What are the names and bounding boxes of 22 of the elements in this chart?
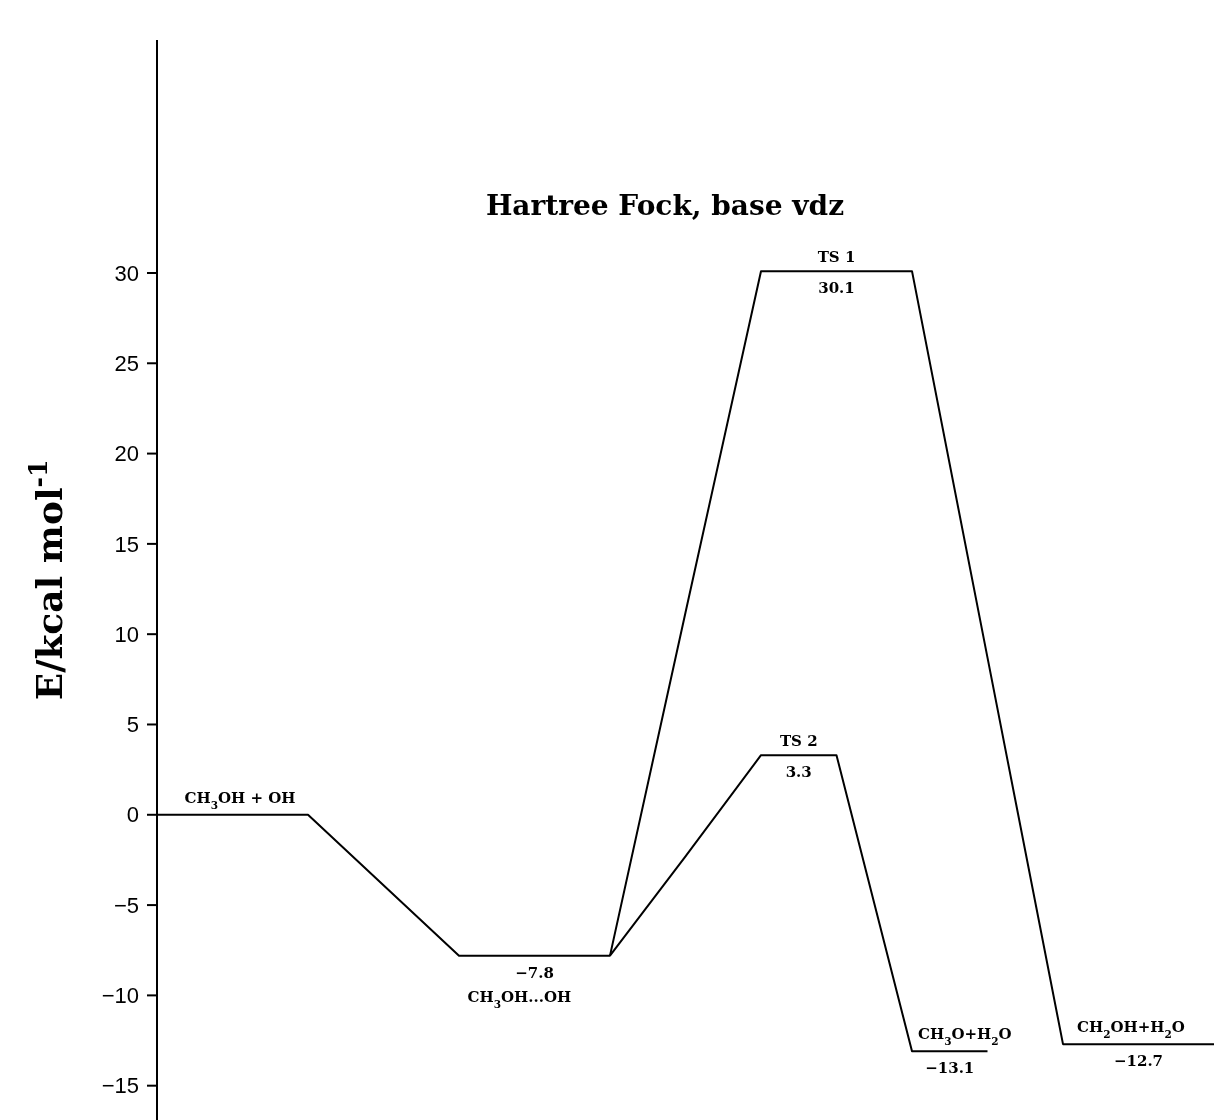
y-tick-label: 10 <box>114 621 139 647</box>
data-label: −13.1 <box>925 1059 975 1078</box>
text: Hartree Fock, base vdz <box>485 189 845 222</box>
y-tick-label: −10 <box>101 983 139 1009</box>
y-tick-label: 30 <box>114 260 139 286</box>
y-tick-label: 15 <box>114 531 139 557</box>
annotation: CH$_{3}$OH...OH <box>467 987 572 1010</box>
y-tick-label: −5 <box>113 892 139 918</box>
annotation: TS 1 <box>817 248 856 267</box>
y-tick-label: 5 <box>126 712 139 738</box>
y-tick-label: −15 <box>101 1073 139 1099</box>
annotation: CH$_{2}$OH+H$_{2}$O <box>1077 1018 1185 1041</box>
annotation: CH$_{3}$OH + OH <box>184 788 296 811</box>
y-tick-label: 25 <box>114 350 139 376</box>
data-label: −12.7 <box>1113 1052 1164 1071</box>
annotation: CH$_{3}$O+H$_{2}$O <box>918 1025 1012 1048</box>
data-label: −7.8 <box>515 963 554 982</box>
data-label: 3.3 <box>785 763 812 782</box>
y-tick-label: 20 <box>114 441 139 467</box>
annotation: TS 2 <box>779 732 818 751</box>
y-tick-label: 0 <box>126 802 139 828</box>
data-label: 30.1 <box>818 279 855 298</box>
